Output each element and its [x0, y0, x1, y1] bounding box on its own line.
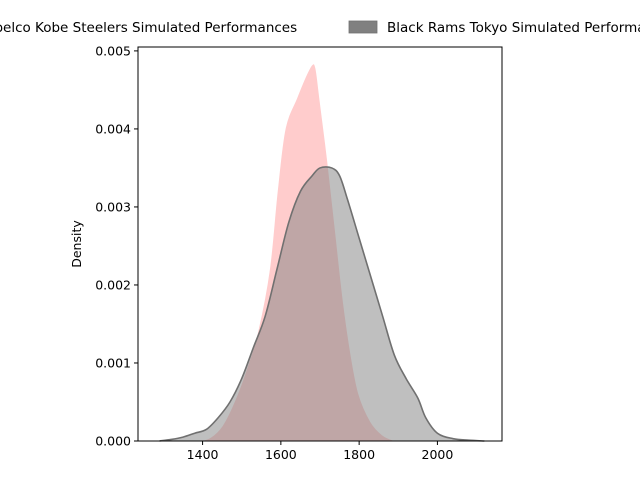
- y-tick-label: 0.002: [95, 277, 131, 292]
- y-tick-label: 0.000: [95, 434, 131, 449]
- series-area-1: [159, 166, 485, 441]
- series-line-1: [159, 166, 485, 442]
- legend: Kobelco Kobe Steelers Simulated Performa…: [0, 20, 640, 36]
- legend-label: Black Rams Tokyo Simulated Performances: [387, 20, 640, 36]
- x-axis: 1400 1600 1800 2000: [187, 441, 454, 462]
- x-tick-label: 1800: [343, 447, 375, 462]
- x-tick-label: 1600: [265, 447, 297, 462]
- y-axis: 0.000 0.001 0.002 0.003 0.004 0.005: [95, 43, 138, 449]
- x-tick-label: 1400: [187, 447, 219, 462]
- legend-swatch: [348, 20, 378, 34]
- y-tick-label: 0.004: [95, 121, 131, 136]
- x-tick-label: 2000: [422, 447, 454, 462]
- plot-frame: [137, 46, 503, 442]
- y-tick-label: 0.005: [95, 43, 131, 58]
- y-axis-label: Density: [69, 220, 84, 268]
- y-tick-label: 0.001: [95, 355, 131, 370]
- legend-label: Kobelco Kobe Steelers Simulated Performa…: [0, 20, 297, 36]
- plot-area: [137, 46, 503, 442]
- y-tick-label: 0.003: [95, 199, 131, 214]
